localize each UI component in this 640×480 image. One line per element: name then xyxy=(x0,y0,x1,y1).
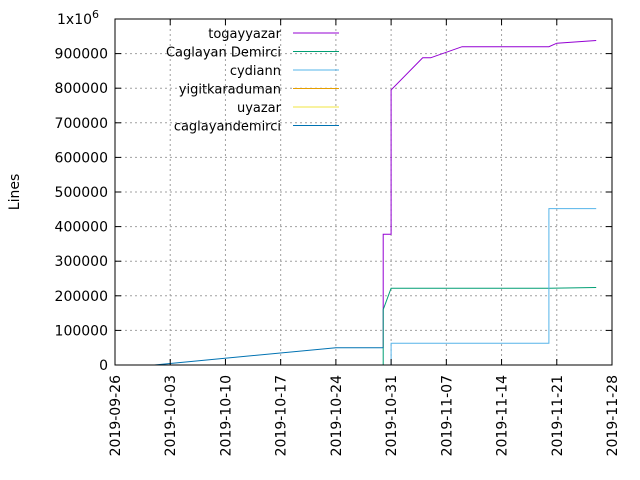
series-line-caglayandemirci xyxy=(154,347,384,366)
x-tick-label: 2019-11-21 xyxy=(550,375,566,456)
series-line-caglayan-demirci xyxy=(382,287,597,365)
x-tick-label: 2019-11-28 xyxy=(605,375,621,456)
y-tick-label: 400000 xyxy=(55,220,108,236)
y-tick-label: 100000 xyxy=(55,323,108,339)
y-tick-label: 300000 xyxy=(55,254,108,270)
y-axis-ticks: 0 100000 200000 300000 400000 500000 600000 700… xyxy=(55,47,612,374)
x-tick-label: 2019-10-31 xyxy=(384,375,400,456)
x-tick-label: 2019-10-17 xyxy=(274,375,290,456)
series-line-cydiann xyxy=(390,208,597,365)
y-tick-label: 800000 xyxy=(55,81,108,97)
x-axis-ticks: 2019-09-26 2019-10-03 2019-10-10 2019-10-17… xyxy=(108,19,621,456)
x-tick-label: 2019-11-07 xyxy=(439,375,455,456)
y-tick-label: 600000 xyxy=(55,150,108,166)
legend-label-togayyazar: togayyazar xyxy=(208,27,281,42)
x-tick-label: 2019-10-10 xyxy=(218,375,234,456)
legend-label-cydiann: cydiann xyxy=(230,64,281,79)
legend-label-caglayan-demirci: Caglayan Demirci xyxy=(166,46,281,61)
series-line-togayyazar xyxy=(382,40,597,348)
y-axis-multiplier: 1x106 xyxy=(57,8,99,28)
series-lines xyxy=(154,40,597,366)
plot-frame xyxy=(114,18,613,366)
y-tick-label: 200000 xyxy=(55,289,108,305)
grid-lines xyxy=(115,19,612,365)
y-tick-label: 500000 xyxy=(55,185,108,201)
legend: togayyazar Caglayan Demirci cydiann yigitka… xyxy=(166,27,339,135)
x-tick-label: 2019-10-24 xyxy=(329,375,345,456)
y-tick-label: 900000 xyxy=(55,47,108,63)
legend-label-yigitkaraduman: yigitkaraduman xyxy=(179,83,281,98)
legend-label-caglayandemirci: caglayandemirci xyxy=(174,120,281,135)
legend-label-uyazar: uyazar xyxy=(237,101,282,116)
x-tick-label: 2019-11-14 xyxy=(495,375,511,456)
y-tick-label: 0 xyxy=(99,358,108,374)
y-axis-label: Lines xyxy=(7,174,23,210)
y-tick-label: 700000 xyxy=(55,116,108,132)
x-tick-label: 2019-09-26 xyxy=(108,375,124,456)
x-tick-label: 2019-10-03 xyxy=(163,375,179,456)
